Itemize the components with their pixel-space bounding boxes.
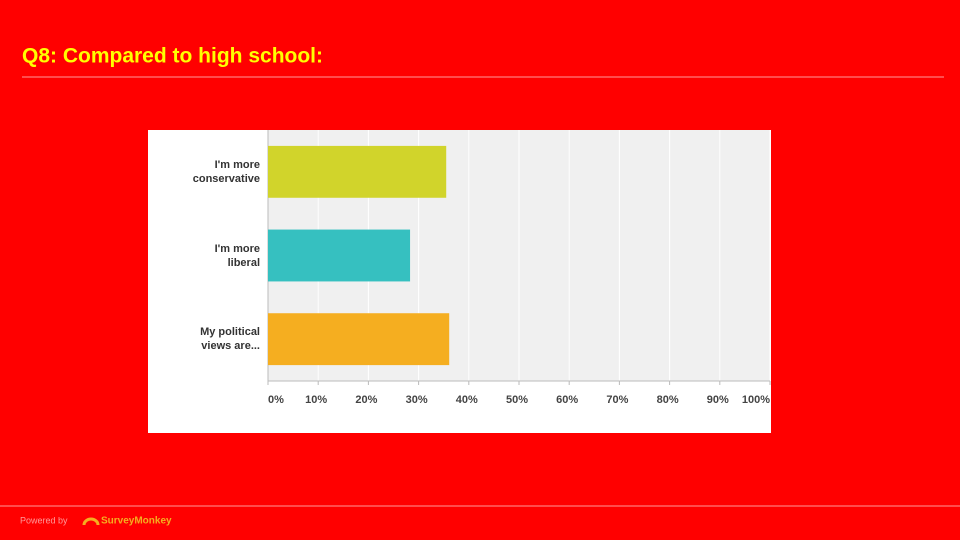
category-label: I'm more conservative bbox=[192, 158, 260, 185]
x-tick-label: 70% bbox=[606, 394, 628, 406]
x-tick-label: 20% bbox=[355, 394, 377, 406]
x-tick-label: 40% bbox=[456, 394, 478, 406]
x-tick-label: 30% bbox=[406, 394, 428, 406]
bar bbox=[268, 145, 447, 198]
x-tick-label: 0% bbox=[268, 394, 284, 406]
bar bbox=[268, 313, 450, 366]
x-tick-label: 60% bbox=[556, 394, 578, 406]
x-tick-label: 90% bbox=[707, 394, 729, 406]
footer-powered: Powered by bbox=[20, 515, 68, 525]
x-tick-label: 50% bbox=[506, 394, 528, 406]
bar bbox=[268, 229, 411, 282]
x-tick-label: 100% bbox=[742, 394, 770, 406]
category-label: I'm more liberal bbox=[214, 242, 260, 269]
x-tick-label: 80% bbox=[657, 394, 679, 406]
footer-brand: SurveyMonkey bbox=[101, 516, 172, 527]
slide-title: Q8: Compared to high school: bbox=[22, 45, 323, 68]
x-tick-label: 10% bbox=[305, 394, 327, 406]
category-label: My political views are... bbox=[200, 326, 260, 353]
brand-logo bbox=[82, 517, 100, 526]
